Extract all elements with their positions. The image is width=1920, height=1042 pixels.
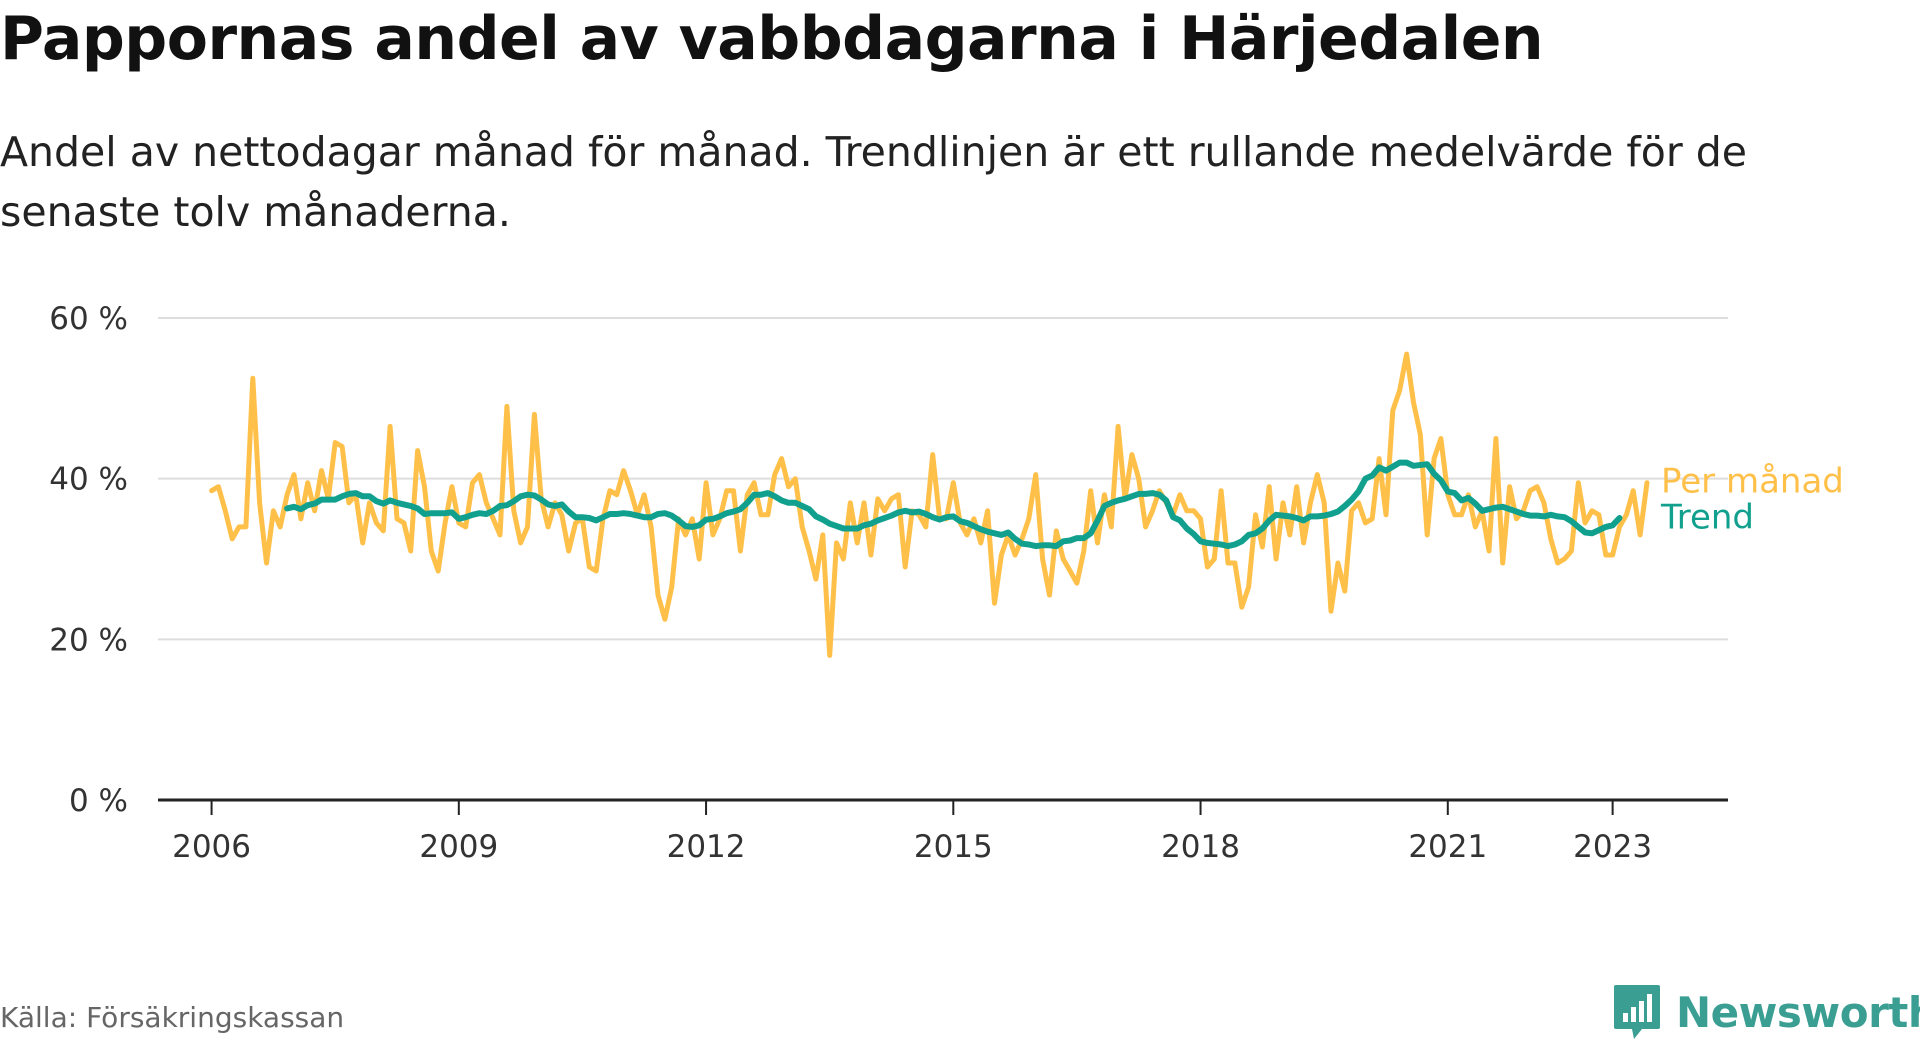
x-tick-label: 2015 [914, 829, 993, 865]
x-tick-label: 2012 [667, 829, 746, 865]
series-line-trend [284, 459, 1623, 550]
x-tick-label: 2006 [172, 829, 251, 865]
x-tick-label: 2009 [419, 829, 498, 865]
series-label-trend: Trend [1660, 498, 1754, 538]
y-tick-label: 40 % [49, 462, 128, 498]
gridlines [158, 317, 1728, 802]
series-label-per-manad: Per månad [1661, 462, 1844, 502]
chart-title: Pappornas andel av vabbdagarna i Härjeda… [0, 4, 1544, 74]
brand-name: Newsworthy [1676, 987, 1920, 1037]
newsworthy-logo-icon [1614, 985, 1660, 1039]
newsworthy-brand: Newsworthy [1612, 982, 1920, 1042]
x-tick-label: 2018 [1161, 829, 1240, 865]
y-tick-label: 20 % [49, 622, 128, 658]
chart-subtitle: Andel av nettodagar månad för månad. Tre… [0, 128, 1747, 236]
x-axis-ticks: 2006 2009 2012 2015 2018 2021 2023 [172, 800, 1652, 865]
y-tick-label: 0 % [69, 783, 128, 819]
y-axis-tick-labels: 0 % 20 % 40 % 60 % [49, 301, 128, 819]
line-chart: 0 % 20 % 40 % 60 % 2006 2009 2012 2015 2018 2021… [49, 301, 1844, 865]
series-lines [209, 351, 1650, 658]
series-line-per-manad [209, 351, 1650, 658]
x-tick-label: 2023 [1573, 829, 1652, 865]
x-tick-label: 2021 [1408, 829, 1487, 865]
source-note: Källa: Försäkringskassan [0, 1001, 345, 1034]
y-tick-label: 60 % [49, 301, 128, 337]
